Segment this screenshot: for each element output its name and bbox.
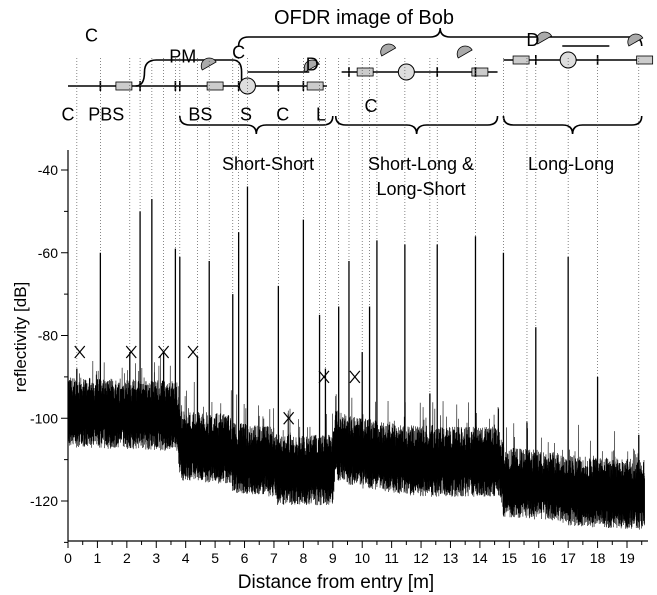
- component-label: S: [240, 104, 252, 124]
- x-axis-label: Distance from entry [m]: [238, 572, 434, 593]
- chart-title: OFDR image of Bob: [274, 7, 454, 29]
- y-tick-label: -60: [38, 245, 58, 261]
- x-tick-label: 10: [354, 550, 370, 566]
- component-box: [471, 67, 489, 77]
- component-label: PM: [169, 46, 196, 66]
- component-box: [306, 81, 324, 91]
- detector: [303, 59, 320, 73]
- reflectivity-trace: [67, 186, 645, 530]
- y-tick-label: -100: [30, 410, 58, 426]
- fiber: [135, 59, 243, 87]
- component-label: C: [365, 96, 378, 116]
- crossed-marker: [125, 345, 137, 359]
- component-label: PBS: [88, 104, 124, 124]
- bob-optical-schematic: [68, 27, 654, 135]
- chart-text: OFDR image of Bob Distance from entry [m…: [11, 7, 614, 593]
- component-label: C: [276, 104, 289, 124]
- component-box: [206, 81, 224, 91]
- crossed-marker: [283, 411, 295, 425]
- crossed-marker: [349, 370, 361, 384]
- x-tick-label: 19: [619, 550, 635, 566]
- y-tick-label: -120: [30, 493, 58, 509]
- component-box: [512, 55, 530, 65]
- y-axis-label: reflectivity [dB]: [11, 282, 30, 393]
- x-tick-label: 13: [443, 550, 459, 566]
- noise-floor: [67, 356, 645, 530]
- brace: [502, 115, 643, 135]
- brace: [179, 115, 334, 135]
- crossed-marker: [187, 345, 199, 359]
- circulator: [397, 63, 415, 81]
- crossed-marker: [74, 345, 86, 359]
- circulator: [559, 51, 577, 69]
- x-tick-label: 5: [211, 550, 219, 566]
- guide-lines: [76, 58, 640, 435]
- detector: [627, 33, 644, 47]
- x-tick-label: 8: [299, 550, 307, 566]
- x-tick-label: 14: [472, 550, 488, 566]
- brace: [334, 115, 499, 135]
- x-tick-label: 11: [384, 550, 399, 566]
- section-label: Long-Long: [528, 154, 614, 174]
- section-label: Long-Short: [377, 179, 466, 199]
- marker-stroke: [318, 370, 330, 384]
- y-tick-label: -40: [38, 162, 58, 178]
- x-tick-label: 4: [182, 550, 190, 566]
- crossed-marker: [158, 345, 170, 359]
- component-box: [636, 55, 654, 65]
- x-tick-label: 9: [329, 550, 337, 566]
- detector: [536, 31, 553, 45]
- marker-stroke: [74, 345, 86, 359]
- component-label: BS: [188, 104, 212, 124]
- x-tick-label: 15: [502, 550, 518, 566]
- component-label: D: [526, 30, 539, 50]
- x-tick-label: 16: [531, 550, 547, 566]
- component-label: C: [62, 104, 75, 124]
- x-tick-label: 12: [413, 550, 429, 566]
- marker-stroke: [349, 370, 361, 384]
- component-label: C: [232, 42, 245, 62]
- component-box: [356, 67, 374, 77]
- brace: [237, 27, 643, 47]
- x-tick-label: 17: [560, 550, 576, 566]
- x-tick-label: 2: [123, 550, 131, 566]
- crossed-marker: [318, 370, 330, 384]
- marker-stroke: [158, 345, 170, 359]
- x-tick-label: 1: [94, 550, 102, 566]
- y-tick-label: -80: [38, 328, 58, 344]
- detector: [200, 57, 217, 71]
- component-label: L: [316, 104, 326, 124]
- detector: [380, 43, 397, 57]
- x-tick-label: 6: [241, 550, 249, 566]
- marker-stroke: [187, 345, 199, 359]
- section-label: Short-Short: [222, 154, 314, 174]
- component-label: D: [306, 55, 319, 75]
- x-tick-label: 3: [152, 550, 160, 566]
- marker-stroke: [283, 411, 295, 425]
- marker-stroke: [125, 345, 137, 359]
- component-box: [115, 81, 133, 91]
- detector: [456, 45, 473, 59]
- crossed-markers: [74, 345, 361, 425]
- axes: 0 1 2 3 4 5 6 7 8 9 10 11 12 13 14 15 16 17 18 19-40-60-80-…: [30, 150, 648, 566]
- x-tick-label: 18: [590, 550, 606, 566]
- x-tick-label: 7: [270, 550, 278, 566]
- section-label: Short-Long &: [368, 154, 474, 174]
- component-label: C: [85, 26, 98, 46]
- x-tick-label: 0: [64, 550, 72, 566]
